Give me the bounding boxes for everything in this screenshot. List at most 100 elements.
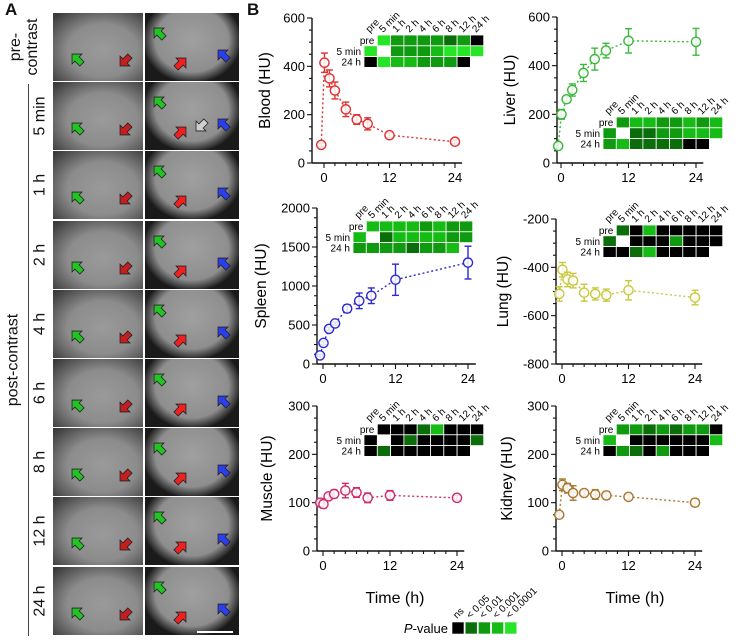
data-point: [324, 73, 335, 84]
x-tick-label: 24: [689, 170, 703, 185]
heatmap-cell: [445, 220, 460, 233]
heatmap-cell: [432, 220, 447, 233]
data-point: [566, 84, 578, 96]
heatmap-cell: [456, 45, 471, 57]
heatmap-cell: [392, 220, 407, 233]
green-arrow-icon: [153, 581, 167, 595]
heatmap-cell: [416, 434, 431, 446]
axial-ct-image: [145, 566, 239, 635]
green-arrow-icon: [153, 96, 167, 110]
data-point: [319, 57, 330, 69]
data-point: [462, 257, 474, 268]
data-point: [557, 264, 568, 276]
heatmap-row-label: 24 h: [581, 140, 600, 151]
blue-arrow-icon: [217, 326, 231, 340]
legend-swatch: [464, 621, 478, 635]
coronal-ct-image: [53, 359, 143, 427]
heatmap-cell: [363, 56, 378, 68]
heatmap-cell: [376, 34, 391, 47]
heatmap-row-label: 5 min: [576, 237, 600, 248]
dark-red-arrow-icon: [119, 330, 133, 344]
scale-bar: [197, 631, 233, 633]
green-arrow-icon: [71, 399, 85, 413]
coronal-ct-image: [53, 428, 143, 497]
dark-red-arrow-icon: [119, 191, 133, 205]
heatmap-cell: [365, 242, 380, 254]
blue-arrow-icon: [217, 257, 231, 271]
heatmap-row-label: 24 h: [331, 244, 350, 255]
heatmap-cell: [695, 423, 710, 436]
heatmap-cell: [363, 434, 378, 446]
green-arrow-icon: [71, 468, 85, 482]
heatmap-cell: [695, 434, 710, 446]
ct-row: [53, 289, 239, 358]
heatmap-cell: [669, 434, 684, 446]
axial-ct-image: [145, 220, 239, 289]
red-arrow-icon: [173, 196, 187, 210]
heatmap-row-label: 5 min: [326, 233, 350, 244]
axial-ct-image: [145, 289, 239, 358]
heatmap-cell: [390, 56, 405, 68]
data-point: [556, 109, 567, 120]
heatmap-cell: [390, 445, 405, 457]
heatmap-cell: [682, 138, 697, 150]
y-tick-label: 1500: [281, 240, 310, 255]
ct-row: [53, 151, 239, 220]
green-arrow-icon: [71, 330, 85, 344]
y-tick-label: 300: [527, 399, 549, 414]
series-line: [320, 62, 456, 145]
heatmap-cell: [682, 246, 697, 258]
data-point: [552, 140, 564, 152]
heatmap-cell: [629, 246, 644, 258]
heatmap-cell: [642, 138, 657, 150]
x-tick-label: 24: [688, 371, 702, 386]
heatmap-cell: [602, 127, 617, 140]
blue-arrow-icon: [217, 188, 231, 202]
ct-row: [53, 566, 239, 635]
x-tick-label: 24: [448, 170, 462, 185]
ct-row: [53, 359, 239, 427]
y-tick-label: -800: [523, 357, 549, 372]
data-point: [561, 93, 572, 105]
legend-title-rest: -value: [413, 621, 448, 636]
y-tick-label: 200: [528, 107, 550, 122]
heatmap-cell: [445, 231, 460, 244]
heatmap-cell: [430, 34, 445, 47]
heatmap-cell: [669, 235, 684, 248]
heatmap-cell: [352, 242, 367, 254]
data-point: [553, 288, 565, 300]
heatmap-cell: [642, 116, 657, 129]
post-contrast-bracket: [28, 84, 29, 636]
ct-row: [53, 82, 239, 151]
heatmap-cell: [365, 220, 380, 233]
y-tick-label: -400: [523, 260, 549, 275]
heatmap-cell: [432, 242, 447, 254]
heatmap-cell: [602, 445, 617, 457]
y-tick-label: 500: [288, 318, 310, 333]
y-axis-label: Liver (HU): [502, 55, 519, 126]
blue-arrow-icon: [217, 534, 231, 548]
heatmap-cell: [642, 235, 657, 248]
heatmap-cell: [655, 235, 670, 248]
data-point: [390, 274, 401, 286]
data-point: [623, 491, 634, 503]
y-tick-label: 200: [283, 107, 305, 122]
heatmap-cell: [456, 56, 471, 68]
coronal-ct-image: [53, 497, 143, 566]
heatmap-cell: [443, 34, 458, 47]
heatmap-cell: [602, 434, 617, 446]
heatmap-row-label: pre: [349, 222, 364, 233]
gray-arrow-icon: [195, 118, 209, 132]
ct-row: [53, 220, 239, 289]
heatmap-cell: [695, 246, 710, 258]
heatmap-cell: [655, 224, 670, 237]
red-arrow-icon: [173, 57, 187, 71]
x-tick-label: 24: [688, 558, 702, 573]
y-tick-label: -200: [523, 212, 549, 227]
heatmap-cell: [602, 235, 617, 248]
